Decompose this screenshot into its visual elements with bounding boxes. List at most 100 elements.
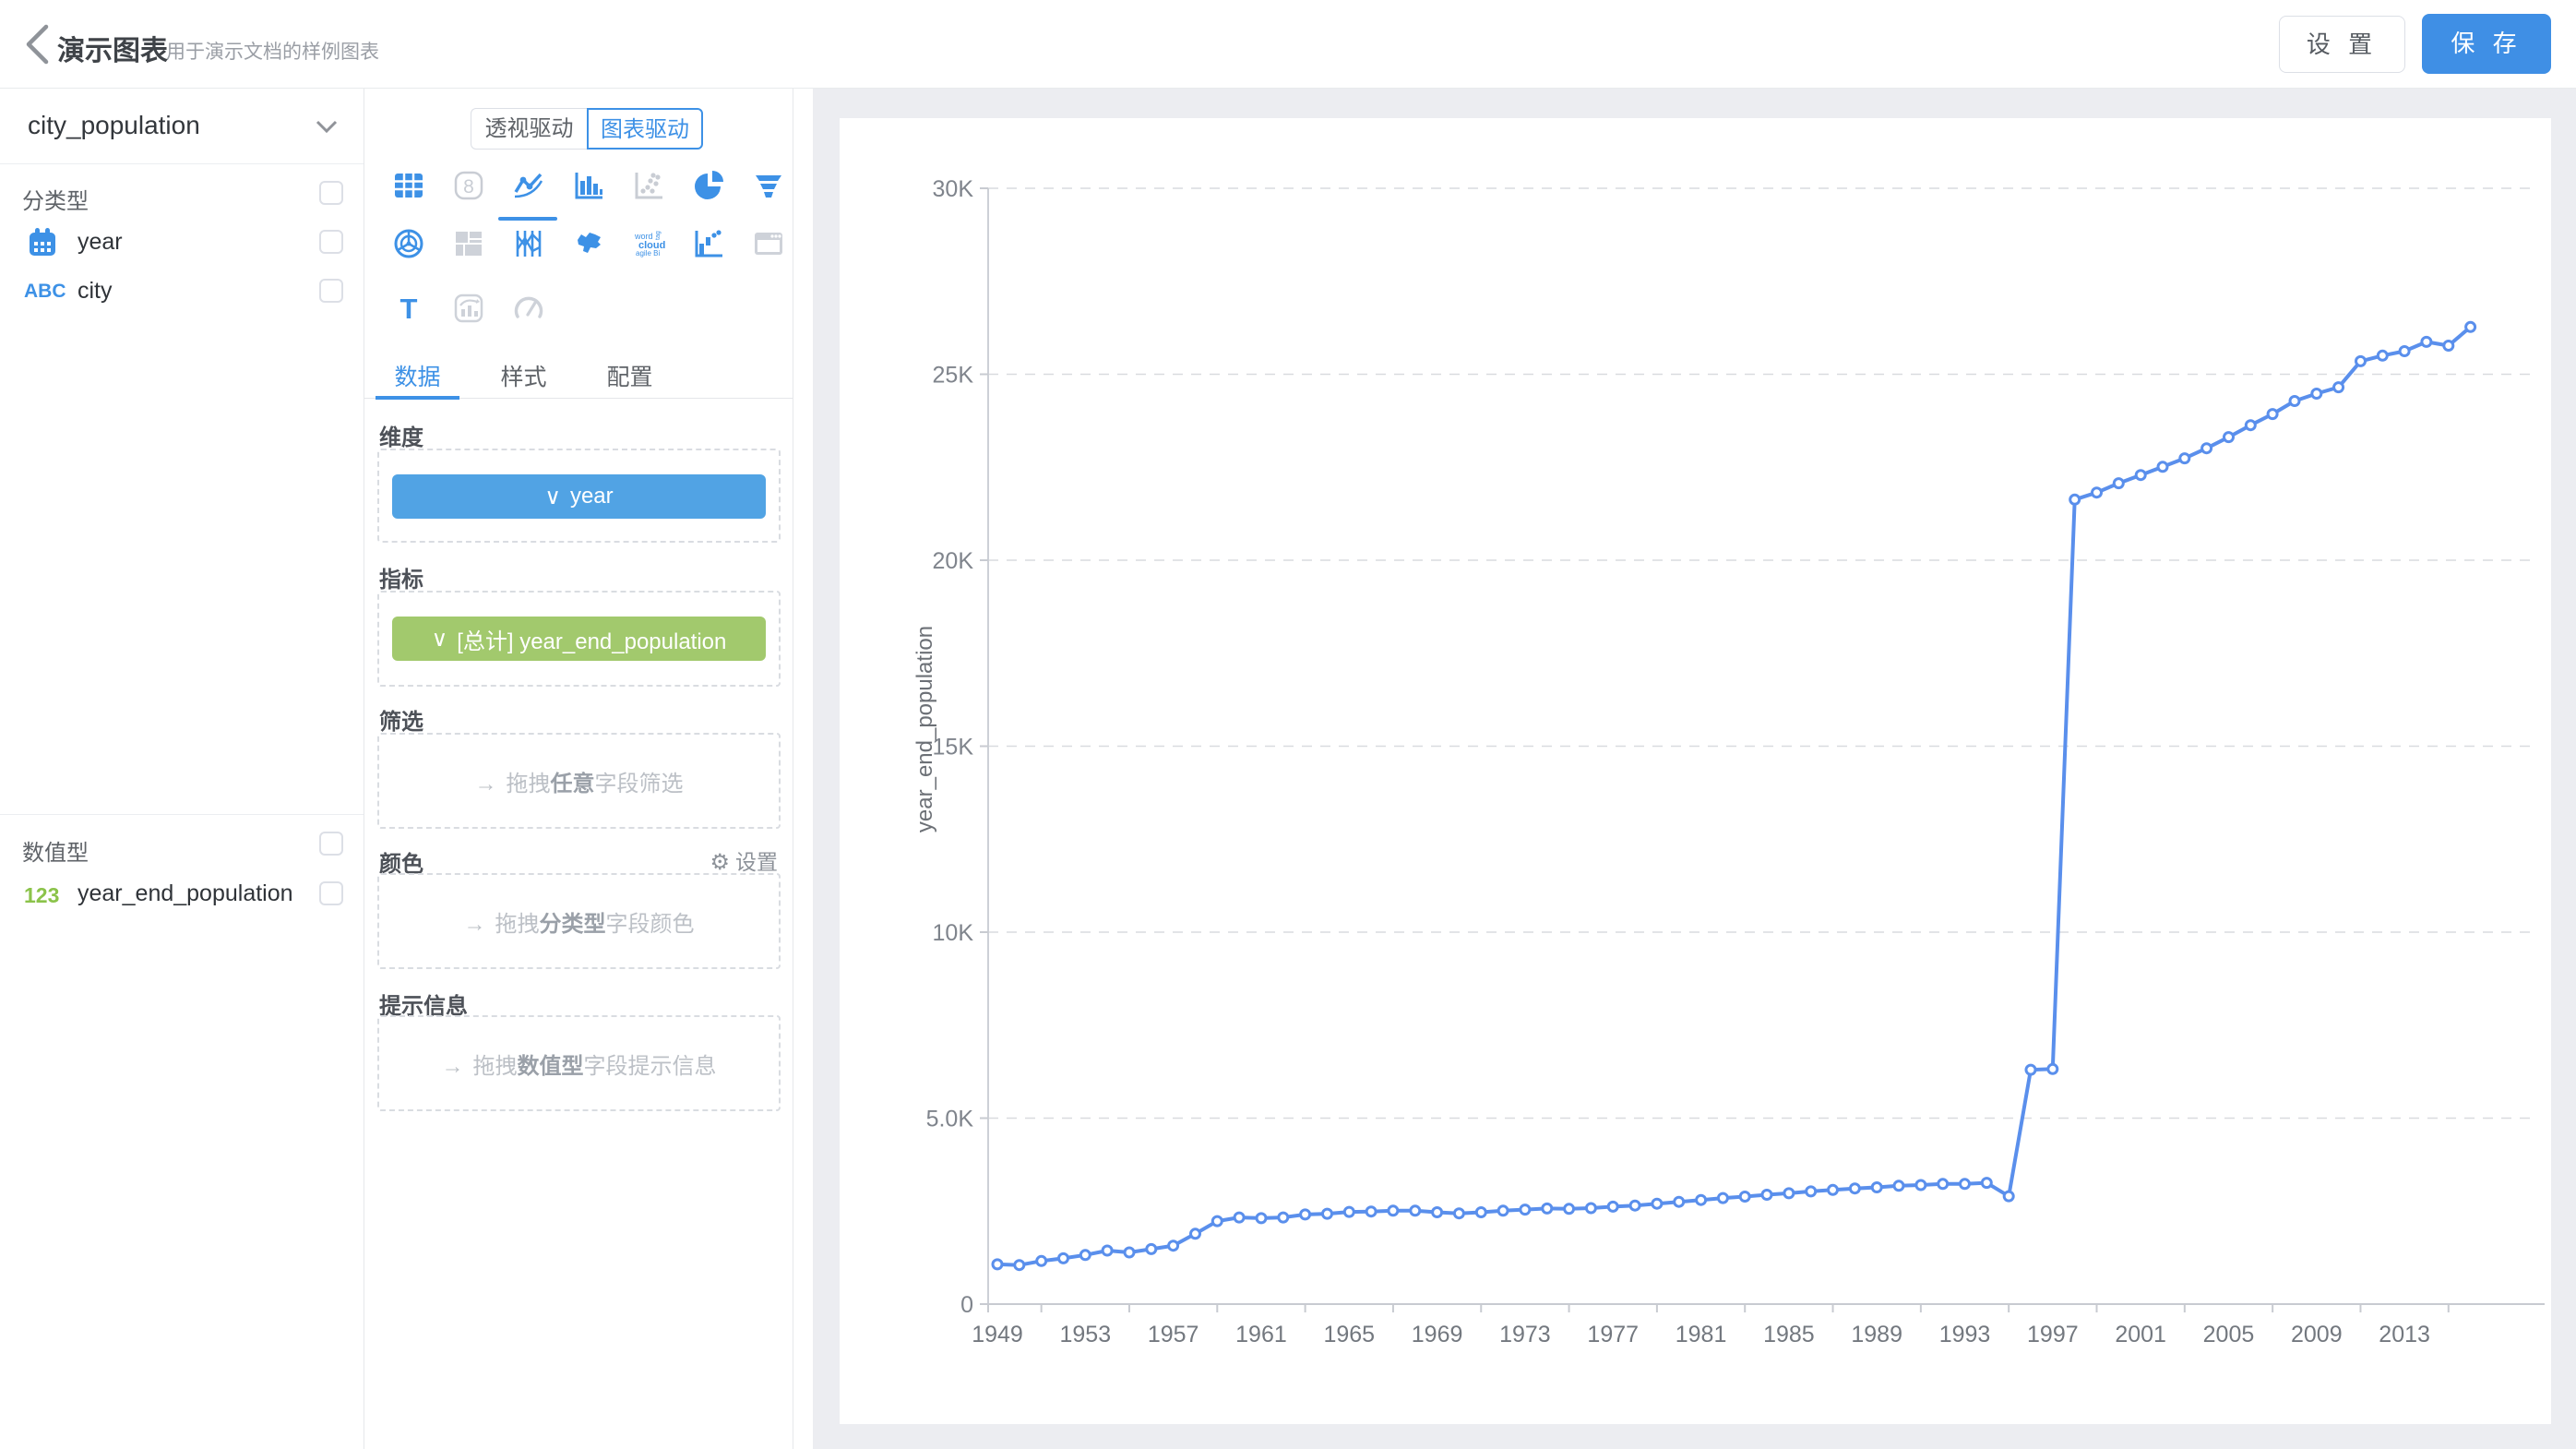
chart-builder-panel: 透视驱动 图表驱动 8 — [364, 89, 793, 1449]
chart-type-treemap-icon — [452, 227, 485, 260]
field-name: year_end_population — [78, 880, 293, 906]
chart-preview-area: 0 5.0K 10K 15K 20K 25K 30K 1949 1953 1957 1961 1965… — [794, 89, 2576, 1449]
header: 演示图表 用于演示文档的样例图表 设 置 保 存 — [0, 0, 2576, 89]
chart-type-word-cloud-icon[interactable]: word tag cloud agile Bi — [632, 227, 665, 260]
svg-text:1969: 1969 — [1412, 1322, 1463, 1347]
svg-text:1957: 1957 — [1148, 1322, 1199, 1347]
svg-text:1997: 1997 — [2027, 1322, 2079, 1347]
tooltip-label: 提示信息 — [379, 994, 468, 1019]
dimension-dropzone[interactable] — [377, 449, 781, 543]
chart-type-waterfall-icon[interactable] — [692, 227, 725, 260]
arrow-right-icon: → — [441, 1053, 464, 1079]
svg-text:T: T — [400, 293, 418, 325]
text-type-icon: ABC — [24, 281, 66, 302]
chart-type-china-map-icon[interactable] — [572, 227, 605, 260]
field-population-checkbox[interactable] — [319, 881, 343, 905]
tooltip-hint: → 拖拽数值型字段提示信息 — [441, 1053, 717, 1079]
page-subtitle: 用于演示文档的样例图表 — [166, 42, 379, 63]
dataset-selector[interactable]: city_population — [0, 89, 364, 164]
field-name: year — [78, 229, 123, 255]
tab-config[interactable]: 配置 — [606, 365, 653, 390]
svg-text:2013: 2013 — [2379, 1322, 2430, 1347]
builder-tabbar: 数据 样式 配置 — [364, 358, 793, 400]
filter-dropzone[interactable]: → 拖拽任意字段筛选 — [377, 733, 781, 829]
chart-type-bar-icon[interactable] — [572, 169, 605, 202]
svg-text:1949: 1949 — [972, 1322, 1023, 1347]
selected-chart-type-indicator — [498, 217, 557, 221]
dimension-chip-label: year — [569, 484, 614, 509]
chart-type-mix-chart-icon — [452, 292, 485, 325]
measure-chip-population[interactable]: ∨ [总计] year_end_population — [392, 617, 766, 661]
color-settings-button[interactable]: ⚙ 设置 — [710, 844, 778, 876]
filter-label: 筛选 — [379, 710, 423, 735]
svg-text:1961: 1961 — [1235, 1322, 1287, 1347]
chart-type-text-icon[interactable]: T — [392, 292, 425, 325]
svg-text:1977: 1977 — [1587, 1322, 1639, 1347]
svg-text:tag: tag — [655, 231, 662, 240]
svg-text:10K: 10K — [933, 920, 974, 946]
svg-text:5.0K: 5.0K — [926, 1107, 974, 1132]
svg-text:2009: 2009 — [2291, 1322, 2343, 1347]
svg-text:word: word — [634, 232, 653, 241]
chart-type-funnel-icon[interactable] — [752, 169, 785, 202]
field-year-checkbox[interactable] — [319, 230, 343, 254]
svg-text:year_end_population: year_end_population — [912, 626, 937, 832]
svg-text:0: 0 — [960, 1292, 973, 1318]
chart-type-scatter-icon — [632, 169, 665, 202]
settings-button[interactable]: 设 置 — [2279, 16, 2405, 73]
svg-text:8: 8 — [463, 176, 474, 198]
line-chart[interactable]: 0 5.0K 10K 15K 20K 25K 30K 1949 1953 1957 1961 1965… — [840, 118, 2551, 1424]
chart-type-parallel-icon[interactable] — [512, 227, 545, 260]
svg-text:2005: 2005 — [2203, 1322, 2255, 1347]
gear-icon: ⚙ — [710, 850, 730, 875]
mode-chart-tab[interactable]: 图表驱动 — [587, 108, 703, 150]
chart-type-indicator-card-icon: 8 — [452, 169, 485, 202]
chart-type-table-icon[interactable] — [392, 169, 425, 202]
chevron-down-icon: ∨ — [544, 484, 561, 509]
tooltip-dropzone[interactable]: → 拖拽数值型字段提示信息 — [377, 1015, 781, 1111]
divider — [0, 814, 364, 815]
save-button[interactable]: 保 存 — [2422, 14, 2551, 74]
svg-text:25K: 25K — [933, 363, 974, 389]
svg-text:2001: 2001 — [2115, 1322, 2166, 1347]
chart-type-line-icon[interactable] — [512, 169, 545, 202]
active-tab-indicator — [376, 396, 459, 400]
categorical-select-all-checkbox[interactable] — [319, 181, 343, 205]
measure-dropzone[interactable] — [377, 591, 781, 687]
filter-hint: → 拖拽任意字段筛选 — [474, 771, 684, 796]
chevron-down-icon: ∨ — [431, 626, 448, 652]
tab-style[interactable]: 样式 — [500, 365, 547, 390]
svg-text:20K: 20K — [933, 548, 974, 574]
color-settings-label: 设置 — [735, 850, 778, 874]
svg-text:1993: 1993 — [1939, 1322, 1991, 1347]
dataset-panel: city_population 分类型 year ABC city 数值型 12… — [0, 89, 364, 1449]
arrow-right-icon: → — [474, 771, 497, 796]
tab-data[interactable]: 数据 — [364, 358, 471, 400]
svg-text:15K: 15K — [933, 735, 974, 760]
color-hint: → 拖拽分类型字段颜色 — [463, 911, 695, 937]
mode-pivot-tab[interactable]: 透视驱动 — [471, 108, 587, 150]
mode-switch: 透视驱动 图表驱动 — [471, 108, 703, 150]
measure-label: 指标 — [379, 568, 423, 593]
dimension-label: 维度 — [379, 425, 423, 450]
arrow-right-icon: → — [463, 911, 486, 937]
page-title: 演示图表 — [57, 36, 168, 66]
chart-type-gauge-icon — [512, 292, 545, 325]
chart-type-pie-icon[interactable] — [692, 169, 725, 202]
field-name: city — [78, 278, 113, 304]
numeric-select-all-checkbox[interactable] — [319, 832, 343, 856]
dimension-chip-year[interactable]: ∨ year — [392, 474, 766, 519]
chart-type-radar-icon[interactable] — [392, 227, 425, 260]
color-dropzone[interactable]: → 拖拽分类型字段颜色 — [377, 873, 781, 969]
field-row-city[interactable]: ABC city — [0, 276, 364, 313]
chart-card: 0 5.0K 10K 15K 20K 25K 30K 1949 1953 1957 1961 1965… — [840, 118, 2551, 1424]
back-icon[interactable] — [20, 22, 54, 66]
field-city-checkbox[interactable] — [319, 279, 343, 303]
svg-text:1973: 1973 — [1499, 1322, 1551, 1347]
numeric-section-label: 数值型 — [22, 841, 89, 866]
field-row-year[interactable]: year — [0, 227, 364, 264]
field-row-year-end-population[interactable]: 123 year_end_population — [0, 879, 364, 916]
preview-background: 0 5.0K 10K 15K 20K 25K 30K 1949 1953 1957 1961 1965… — [813, 89, 2576, 1449]
chevron-down-icon — [316, 120, 338, 133]
dataset-name: city_population — [28, 111, 200, 139]
